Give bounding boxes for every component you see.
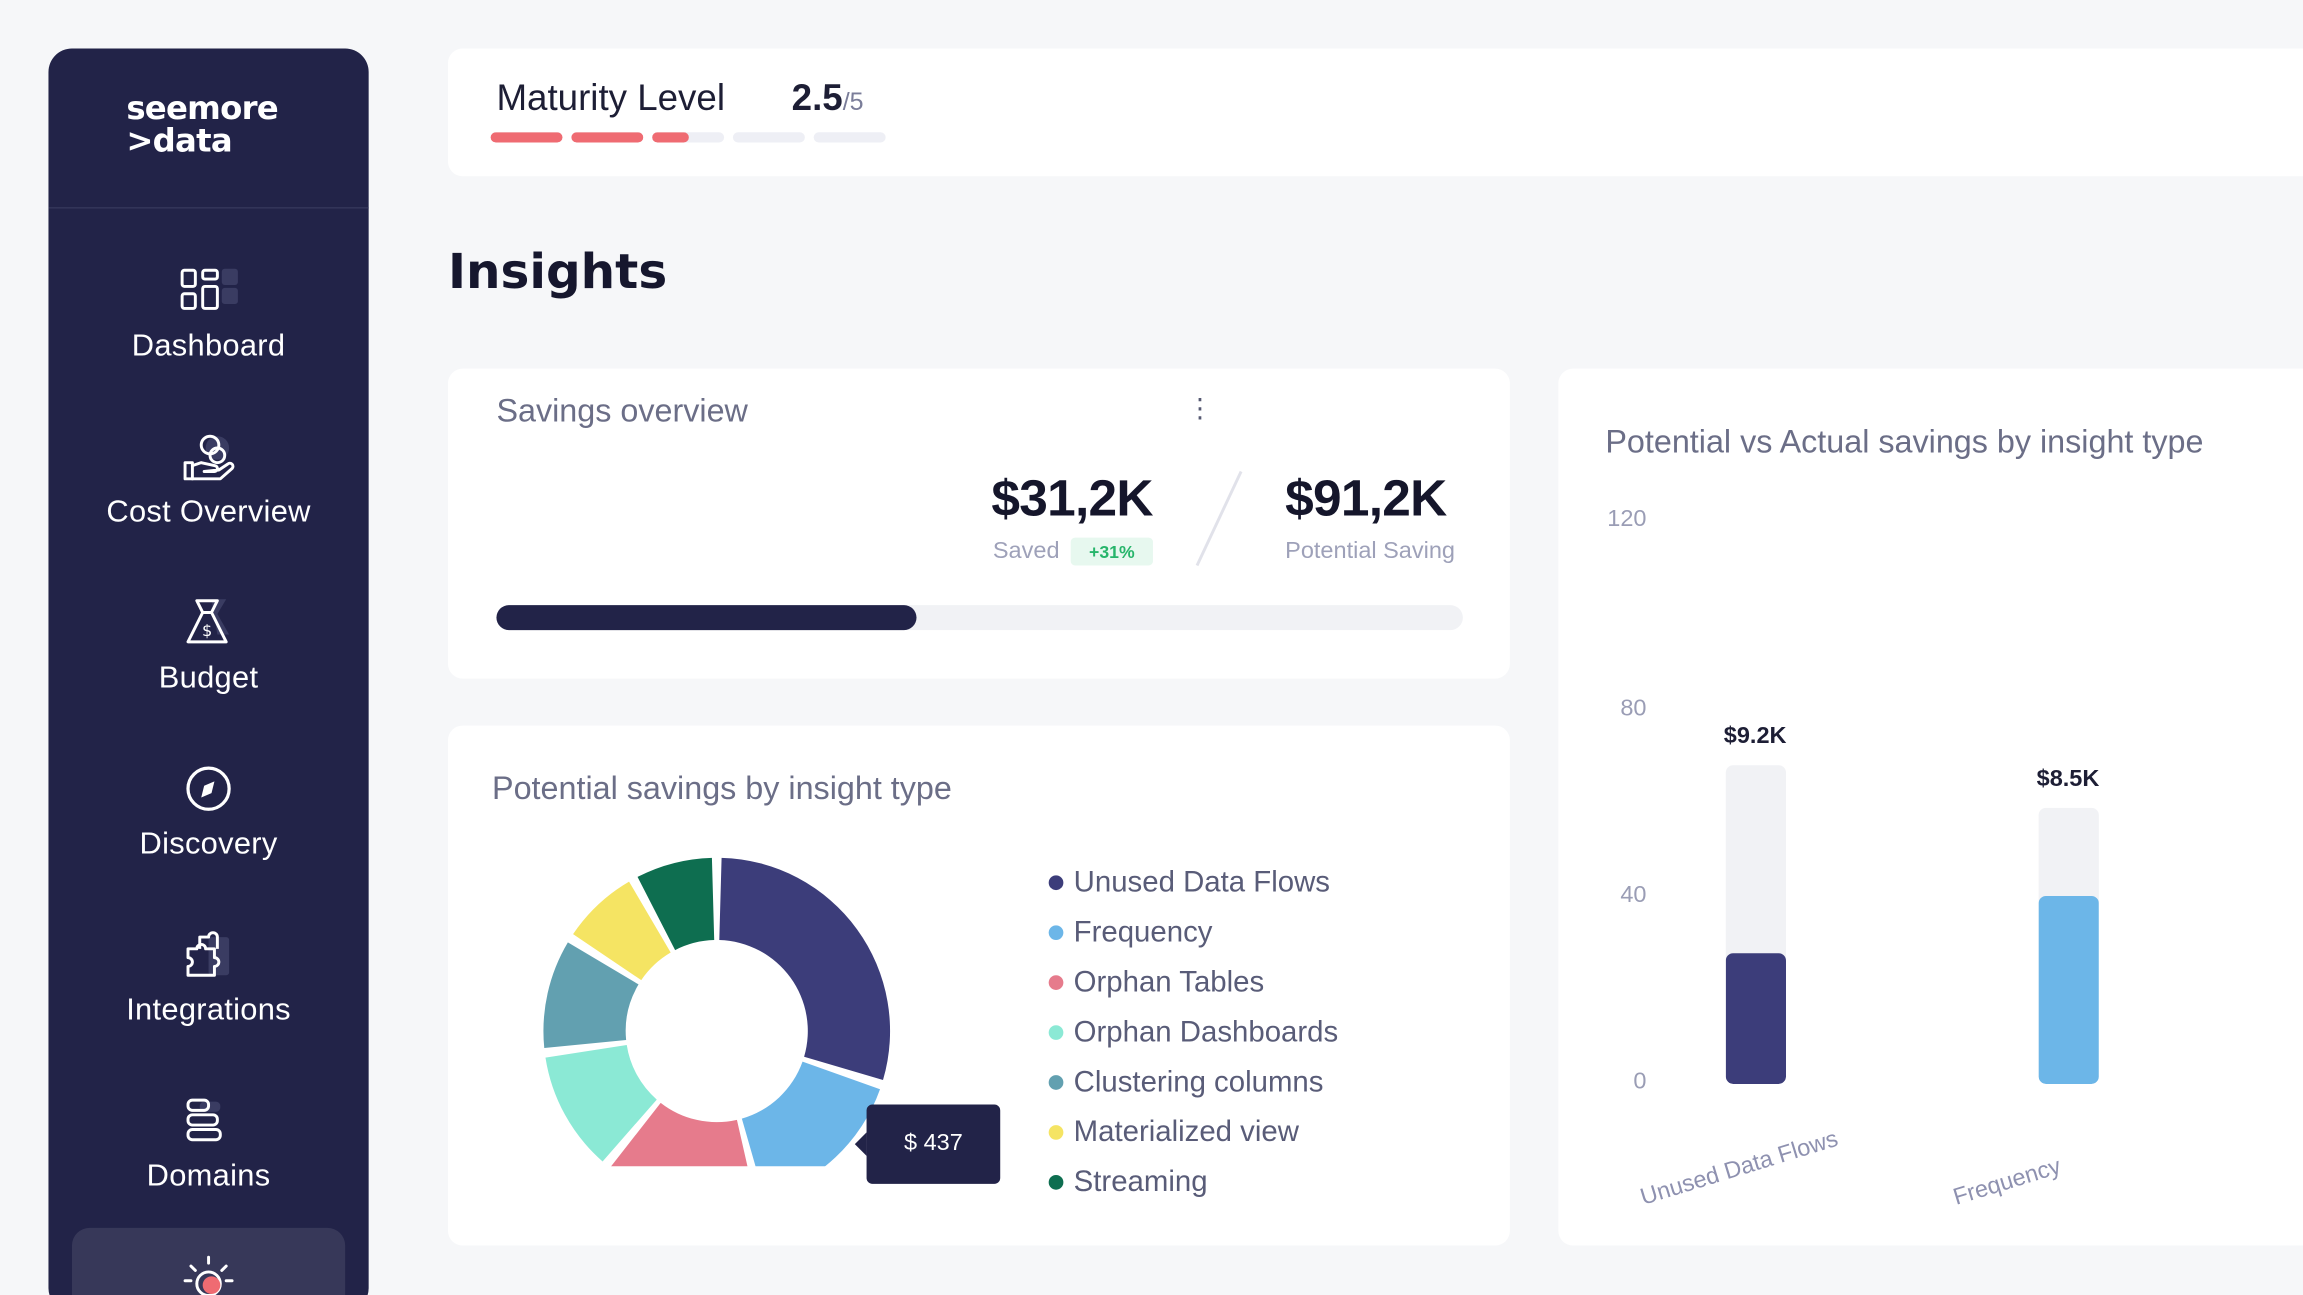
maturity-segment-fill [652, 132, 689, 143]
maturity-label: Maturity Level [496, 77, 726, 119]
legend-item[interactable]: Unused Data Flows [1048, 858, 1339, 908]
legend-dot [1048, 1175, 1064, 1190]
donut-slice-materialized-view[interactable] [573, 881, 671, 981]
legend-dot [1048, 1025, 1064, 1040]
potential-saving-label: Potential Saving [1285, 539, 1456, 564]
legend-item[interactable]: Frequency [1048, 908, 1339, 958]
legend-dot [1048, 1075, 1064, 1090]
sidebar-item-label: Budget [158, 660, 259, 695]
y-tick-label: 120 [1607, 506, 1647, 532]
legend-label: Orphan Dashboards [1073, 1015, 1339, 1048]
y-tick-label: 0 [1633, 1069, 1647, 1095]
maturity-segment-fill [571, 132, 644, 143]
sidebar-item-label: Dashboard [131, 329, 286, 363]
legend-item[interactable]: Orphan Tables [1048, 958, 1339, 1008]
sidebar-item-integrations[interactable]: Integrations [48, 925, 368, 1072]
logo-line-2: >data [126, 123, 232, 161]
donut-slice-streaming[interactable] [637, 857, 715, 951]
legend-item[interactable]: Streaming [1048, 1157, 1339, 1207]
svg-text:$: $ [202, 621, 212, 640]
saved-value: $31,2K [991, 470, 1153, 528]
maturity-segment-fill [490, 132, 563, 143]
maturity-meter [490, 132, 886, 143]
bar-potential[interactable] [2038, 807, 2099, 1084]
x-tick-label: Unused Data Flows [1637, 1126, 1842, 1211]
bar-actual[interactable] [2038, 896, 2099, 1084]
legend-label: Unused Data Flows [1073, 865, 1330, 899]
sidebar-item-dashboard[interactable]: Dashboard [48, 261, 368, 408]
logo-line-1: seemore [126, 91, 278, 128]
legend-item[interactable]: Materialized view [1048, 1107, 1339, 1157]
legend-label: Clustering columns [1073, 1065, 1324, 1098]
donut-slice-clustering-columns[interactable] [543, 942, 639, 1048]
bar-value-label: $8.5K [2036, 766, 2100, 792]
sidebar-item-cost-overview[interactable]: Cost Overview [48, 427, 368, 574]
sidebar-item-budget[interactable]: $ Budget [48, 593, 368, 740]
sidebar-item-label: Integrations [126, 992, 291, 1027]
maturity-value: 2.5/5 [791, 77, 864, 119]
donut-slice-frequency[interactable] [741, 1061, 881, 1167]
sidebar-item-domains[interactable]: Domains [48, 1091, 368, 1238]
legend-dot [1048, 975, 1064, 990]
donut-slice-orphan-dashboards[interactable] [545, 1044, 657, 1162]
divider-slash [1195, 470, 1243, 567]
potential-savings-title: Potential savings by insight type [492, 769, 952, 807]
legend-dot [1048, 925, 1064, 940]
potential-savings-card: Potential savings by insight type $ 437 … [447, 725, 1510, 1246]
bar-value-label: $9.2K [1723, 724, 1787, 749]
sidebar-item-label: Domains [146, 1158, 271, 1193]
sidebar-item-label: Cost Overview [106, 494, 311, 529]
legend-dot [1048, 1125, 1064, 1140]
sidebar-divider [48, 207, 369, 209]
potential-vs-actual-title: Potential vs Actual savings by insight t… [1605, 423, 2204, 460]
logo[interactable]: seemore >data [126, 91, 278, 161]
maturity-card: Maturity Level 2.5/5 [447, 48, 2303, 177]
sidebar-item-discovery[interactable]: Discovery [48, 759, 368, 906]
legend-label: Materialized view [1073, 1115, 1299, 1148]
saved-label: Saved [992, 539, 1060, 564]
change-badge: +31% [1070, 537, 1153, 566]
money-bag-icon: $ [179, 593, 238, 652]
legend-dot [1048, 875, 1064, 891]
puzzle-icon [179, 925, 238, 984]
donut-chart [543, 857, 891, 1167]
bar-potential[interactable] [1725, 765, 1786, 1084]
chart-legend: Unused Data Flows Frequency Orphan Tables O… [1048, 858, 1339, 1208]
bar-actual[interactable] [1725, 952, 1786, 1084]
savings-overview-card: Savings overview ⋮ $31,2K Saved +31% $91… [447, 368, 1510, 679]
maturity-segment [813, 132, 886, 143]
legend-label: Orphan Tables [1073, 965, 1265, 999]
potential-saving-value: $91,2K [1285, 470, 1447, 528]
potential-vs-actual-card: Potential vs Actual savings by insight t… [1558, 368, 2303, 1246]
y-tick-label: 80 [1620, 696, 1647, 722]
lightbulb-icon [181, 1254, 240, 1295]
legend-item[interactable]: Orphan Dashboards [1048, 1008, 1339, 1058]
savings-progress-fill [496, 605, 917, 631]
compass-icon [179, 759, 238, 818]
x-tick-label: Frequency [1950, 1154, 2064, 1211]
layers-icon [179, 1091, 238, 1150]
savings-overview-title: Savings overview [496, 392, 748, 429]
y-tick-label: 40 [1620, 882, 1647, 908]
savings-progress-bar [496, 605, 1463, 631]
maturity-segment [732, 132, 805, 143]
legend-item[interactable]: Clustering columns [1048, 1058, 1339, 1108]
coins-hand-icon [179, 427, 238, 486]
sidebar-item-label: Discovery [139, 826, 278, 861]
maturity-segment [571, 132, 644, 143]
legend-label: Streaming [1073, 1165, 1208, 1198]
chart-tooltip: $ 437 [854, 1104, 1001, 1184]
sidebar-item-insights[interactable] [71, 1227, 346, 1295]
legend-label: Frequency [1073, 915, 1213, 949]
page-title: Insights [447, 242, 668, 300]
sidebar: seemore >data Dashboard [48, 48, 369, 1295]
maturity-segment [652, 132, 725, 143]
maturity-segment [490, 132, 563, 143]
donut-slice-orphan-tables[interactable] [610, 1102, 755, 1167]
donut-slice-unused-data-flows[interactable] [719, 857, 891, 1080]
more-options-icon[interactable]: ⋮ [1186, 393, 1214, 423]
dashboard-icon [179, 261, 238, 320]
